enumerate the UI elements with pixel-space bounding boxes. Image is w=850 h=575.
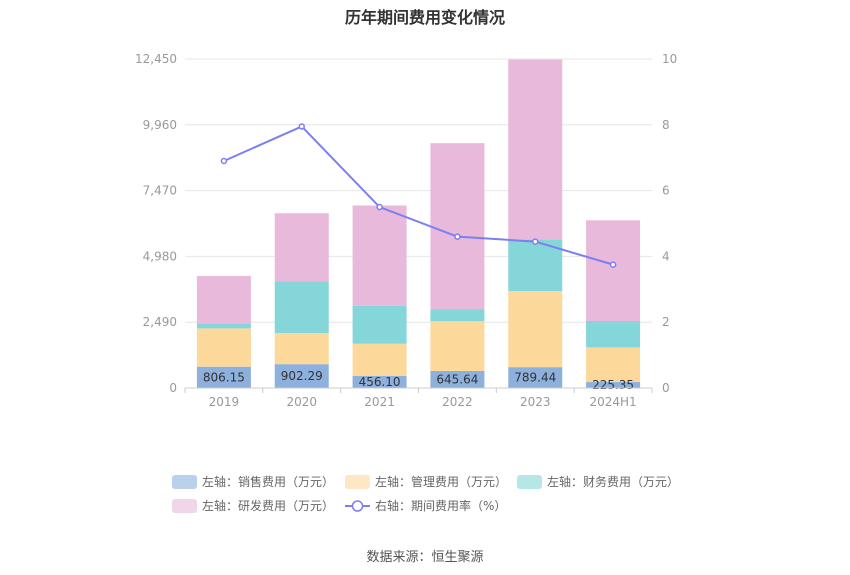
bar-segment [430, 370, 485, 388]
legend-swatch [517, 475, 542, 489]
grid-lines [185, 58, 652, 323]
x-axis-tick-label: 2024H1 [589, 395, 636, 409]
line-point [532, 238, 539, 245]
bar-value-label: 225.35 [592, 378, 634, 392]
legend-label: 左轴：管理费用（万元） [375, 474, 507, 489]
right-axis-tick-label: 10 [662, 52, 677, 66]
right-axis-tick-label: 0 [662, 381, 670, 395]
bar-segment [196, 328, 251, 367]
bar-segment [352, 375, 407, 388]
bar-segment [430, 309, 485, 322]
bar-segment [430, 321, 485, 371]
bar-segment [196, 276, 251, 324]
bar-value-label: 645.64 [436, 372, 478, 386]
bar-segment [508, 59, 563, 240]
legend-label: 右轴：期间费用率（%） [375, 498, 506, 513]
left-axis-tick-label: 0 [169, 381, 177, 395]
right-axis-tick-label: 8 [662, 118, 670, 132]
left-axis-tick-label: 4,980 [143, 249, 177, 263]
line-series [223, 125, 614, 266]
bar-segment [274, 213, 329, 282]
bar-value-label: 456.10 [359, 375, 401, 389]
legend-swatch [172, 475, 197, 489]
legend-label: 左轴：研发费用（万元） [202, 498, 334, 513]
line-point [376, 203, 383, 211]
bar-segment [352, 305, 407, 344]
bar-segment [274, 332, 329, 365]
right-axis-tick-label: 4 [662, 249, 670, 263]
x-axis-tick-label: 2022 [442, 395, 473, 409]
bar-segment [586, 321, 641, 348]
right-axis-tick-label: 6 [662, 184, 670, 198]
bar-value-label: 789.44 [514, 371, 556, 385]
bar-segment [586, 382, 641, 388]
bar-segment [586, 347, 641, 383]
line-point [609, 261, 617, 268]
legend-swatch [345, 475, 370, 489]
bar-segment [508, 367, 563, 388]
bar-value-label: 902.29 [281, 369, 323, 383]
left-axis-tick-label: 7,470 [143, 184, 177, 198]
legend: 左轴：销售费用（万元） 左轴：管理费用（万元） 左轴：财务费用（万元） 左轴：研发费用… [172, 474, 679, 513]
expense-rate-line [220, 123, 617, 268]
bar-segment [196, 366, 251, 388]
data-source-note: 数据来源：恒生聚源 [366, 550, 484, 565]
x-axis-tick-label: 2023 [520, 395, 551, 409]
bar-segment [586, 220, 641, 322]
left-axis-tick-label: 9,960 [143, 118, 177, 132]
line-point [220, 157, 228, 165]
bar-segment [274, 364, 329, 388]
bar-segment [352, 205, 407, 306]
x-axis-tick-label: 2019 [209, 395, 240, 409]
chart-title: 历年期间费用变化情况 [344, 8, 505, 27]
left-axis-tick-label: 2,490 [143, 315, 177, 329]
bar-segment [508, 291, 563, 368]
left-axis-tick-label: 12,450 [135, 52, 177, 66]
x-axis-tick-label: 2020 [286, 395, 317, 409]
bar-segment [196, 323, 251, 329]
bar-segment [352, 343, 407, 376]
legend-label: 左轴：财务费用（万元） [547, 474, 679, 489]
stacked-bars [196, 59, 641, 388]
bar-value-labels: 806.15 902.29 456.10 645.64 789.44 225.35 [203, 369, 634, 392]
bar-segment [274, 281, 329, 333]
legend-swatch [172, 499, 197, 513]
legend-label: 左轴：销售费用（万元） [202, 474, 334, 489]
bar-value-label: 806.15 [203, 370, 245, 384]
legend-line-marker [351, 500, 364, 512]
bar-segment [430, 143, 485, 310]
axes: 0 2,490 4,980 7,470 9,960 12,450 0 2 4 6 8 10 2019 20… [135, 52, 677, 409]
line-point [454, 233, 461, 240]
x-axis-tick-label: 2021 [364, 395, 395, 409]
line-point [298, 123, 305, 130]
right-axis-tick-label: 2 [662, 315, 670, 329]
